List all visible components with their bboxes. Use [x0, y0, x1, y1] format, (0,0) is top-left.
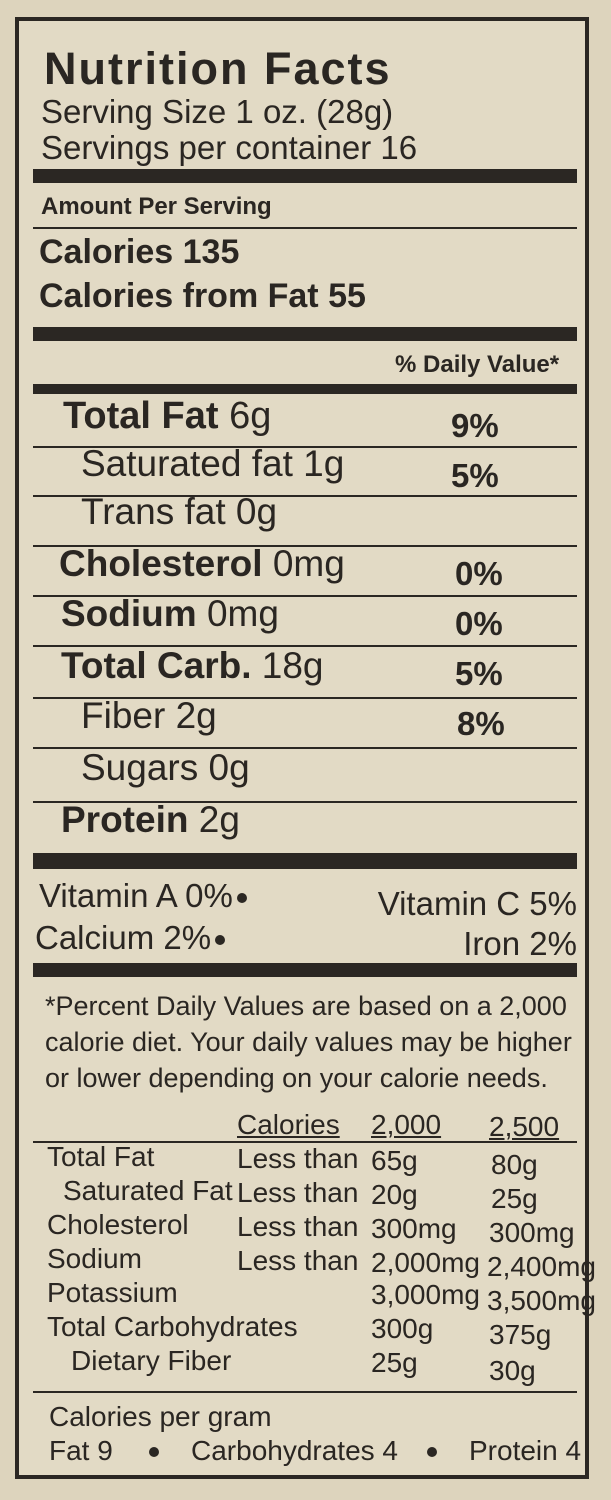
- daily-value-header: % Daily Value*: [395, 351, 560, 378]
- dv-table-row-label: Cholesterol: [47, 1209, 189, 1240]
- divider: [33, 1391, 577, 1393]
- calories: Calories 135: [39, 233, 240, 271]
- dv-table-row-2000: 300mg: [371, 1213, 457, 1244]
- dv-table-row-label: Sodium: [47, 1243, 142, 1274]
- vitamin-c: Vitamin C 5%: [377, 885, 577, 922]
- dv-table-row-label: Dietary Fiber: [71, 1345, 232, 1376]
- amount-per-serving: Amount Per Serving: [41, 193, 272, 220]
- thick-divider: [33, 963, 577, 977]
- bullet-icon: [427, 1447, 437, 1457]
- dv-table-row-2500: 375g: [489, 1319, 552, 1350]
- dv-table-row-2000: 65g: [371, 1145, 418, 1176]
- calories-per-gram-fat: Fat 9: [49, 1435, 113, 1466]
- dv-table-row-qualifier: Less than: [237, 1211, 359, 1242]
- vitamin-a: Vitamin A 0%: [39, 877, 247, 915]
- dv-table-row-label: Saturated Fat: [63, 1175, 233, 1206]
- nutrient-sugars: Sugars 0g: [81, 747, 250, 788]
- divider: [33, 645, 577, 647]
- dv-cholesterol: 0%: [455, 555, 503, 592]
- dv-table-row-qualifier: Less than: [237, 1245, 359, 1276]
- bullet-icon: [149, 1447, 159, 1457]
- calories-per-gram-carbs: Carbohydrates 4: [191, 1435, 399, 1466]
- dv-table-row-2500: 3,500mg: [487, 1285, 596, 1316]
- divider: [33, 801, 577, 803]
- dv-table-row-2000: 20g: [371, 1179, 418, 1210]
- footnote-line-2: calorie diet. Your daily values may be h…: [45, 1027, 572, 1057]
- dv-table-row-2500: 30g: [489, 1355, 536, 1386]
- serving-size: Serving Size 1 oz. (28g): [41, 93, 394, 130]
- dv-total-fat: 9%: [451, 407, 499, 444]
- footnote-line-1: *Percent Daily Values are based on a 2,0…: [45, 991, 567, 1021]
- dv-table-header-calories: Calories: [237, 1109, 340, 1140]
- dv-table-row-2000: 300g: [371, 1313, 434, 1344]
- bullet-icon: [215, 935, 226, 946]
- dv-table-header-2500: 2,500: [489, 1111, 560, 1142]
- divider: [33, 747, 577, 749]
- servings-per-container: Servings per container 16: [41, 129, 418, 166]
- nutrient-total-fat: Total Fat 6g: [63, 395, 272, 437]
- nutrient-cholesterol: Cholesterol 0mg: [59, 543, 345, 584]
- dv-table-row-2000: 3,000mg: [371, 1279, 480, 1310]
- footnote-line-3: or lower depending on your calorie needs…: [45, 1063, 548, 1093]
- dv-fiber: 8%: [457, 705, 505, 742]
- calories-per-gram-protein: Protein 4: [469, 1435, 582, 1466]
- dv-table-row-2500: 25g: [491, 1183, 538, 1214]
- dv-sodium: 0%: [455, 605, 503, 642]
- divider: [33, 697, 577, 699]
- thick-divider: [33, 327, 577, 341]
- bullet-icon: [236, 893, 247, 904]
- dv-table-row-label: Potassium: [47, 1277, 178, 1308]
- dv-table-row-2500: 80g: [491, 1149, 538, 1180]
- dv-table-row-label: Total Fat: [47, 1141, 155, 1172]
- nutrient-total-carb: Total Carb. 18g: [61, 645, 324, 686]
- nutrition-facts-label: Nutrition Facts Serving Size 1 oz. (28g)…: [15, 17, 596, 1479]
- nutrient-protein: Protein 2g: [61, 799, 240, 840]
- dv-table-row-2000: 2,000mg: [371, 1247, 480, 1278]
- divider: [33, 446, 577, 448]
- divider: [33, 595, 577, 597]
- nutrient-sodium: Sodium 0mg: [61, 593, 279, 634]
- dv-table-row-2500: 2,400mg: [487, 1251, 596, 1282]
- divider: [33, 495, 577, 497]
- dv-total-carb: 5%: [455, 655, 503, 692]
- dv-table-row-2000: 25g: [371, 1347, 418, 1378]
- divider: [33, 545, 577, 547]
- calories-from-fat: Calories from Fat 55: [39, 277, 366, 315]
- nutrient-trans-fat: Trans fat 0g: [81, 491, 278, 532]
- calcium: Calcium 2%: [35, 919, 226, 957]
- dv-saturated-fat: 5%: [451, 457, 499, 494]
- dv-table-row-qualifier: Less than: [237, 1177, 359, 1208]
- calories-per-gram-label: Calories per gram: [49, 1401, 272, 1432]
- dv-table-row-qualifier: Less than: [237, 1143, 359, 1174]
- medium-divider: [33, 384, 577, 394]
- divider: [33, 1141, 577, 1143]
- thick-divider: [33, 169, 577, 183]
- nutrient-saturated-fat: Saturated fat 1g: [81, 443, 345, 484]
- dv-table-header-2000: 2,000: [371, 1109, 442, 1140]
- dv-table-row-2500: 300mg: [489, 1217, 575, 1248]
- divider: [33, 227, 577, 229]
- iron: Iron 2%: [463, 925, 577, 962]
- nutrient-fiber: Fiber 2g: [81, 695, 217, 736]
- label-title: Nutrition Facts: [44, 43, 392, 94]
- dv-table-row-label: Total Carbohydrates: [47, 1311, 298, 1342]
- thick-divider: [33, 853, 577, 869]
